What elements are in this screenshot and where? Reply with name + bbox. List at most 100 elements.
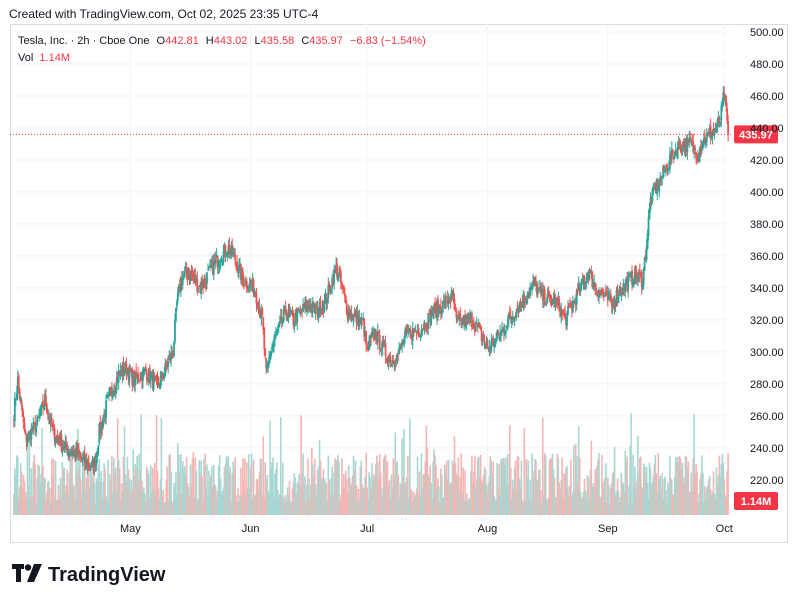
candle-body	[118, 371, 121, 374]
candle-body	[417, 328, 420, 336]
volume-bar	[510, 498, 513, 515]
candle-body	[380, 349, 383, 350]
price-chart[interactable]: 435.971.14M 500.00480.00460.00440.00420.…	[10, 24, 788, 543]
candle-body	[711, 130, 714, 137]
candle-body	[322, 306, 325, 313]
candle-body	[206, 272, 208, 284]
volume-bar	[459, 476, 462, 515]
candle-body	[214, 258, 217, 265]
volume-bar	[230, 501, 233, 515]
candle-body	[491, 338, 494, 343]
volume-bar	[77, 428, 79, 515]
candle-body	[665, 165, 667, 169]
last-price-badge	[734, 125, 778, 144]
candle-body	[465, 315, 468, 329]
volume-bar	[623, 491, 626, 515]
candle-body	[540, 288, 543, 294]
volume-bar	[305, 500, 307, 515]
volume-bar	[92, 465, 95, 515]
volume-bar	[248, 488, 251, 515]
volume-bar	[240, 467, 242, 515]
candle-body	[676, 146, 679, 159]
volume-bar	[723, 479, 726, 515]
volume-bar	[716, 485, 719, 515]
candle-body	[585, 276, 588, 283]
candle-body	[411, 328, 414, 342]
volume-bar	[74, 500, 76, 515]
volume-bar	[564, 474, 566, 515]
candle-body	[454, 308, 457, 311]
volume-bar	[32, 462, 35, 515]
candle-body	[714, 127, 717, 131]
candle-body	[488, 346, 491, 351]
volume-bar	[605, 463, 607, 515]
volume-bar	[393, 477, 396, 515]
volume-bar	[504, 463, 506, 515]
volume-bar	[362, 488, 365, 515]
symbol-title[interactable]: Tesla, Inc. · 2h · Cboe One	[18, 35, 150, 47]
candle-body	[36, 417, 39, 426]
volume-bar	[252, 460, 255, 515]
candle-body	[509, 316, 512, 320]
candle-body	[607, 295, 610, 299]
volume-bar	[325, 483, 328, 515]
volume-bar	[496, 463, 498, 515]
tradingview-logo[interactable]: TradingView	[12, 562, 165, 588]
candle-body	[119, 369, 122, 376]
volume-bar	[114, 473, 116, 515]
volume-bar	[430, 482, 432, 515]
volume-bar	[300, 415, 302, 515]
candle-body	[444, 297, 447, 309]
volume-bar	[60, 498, 63, 515]
candle-body	[484, 344, 487, 347]
candle-body	[688, 137, 691, 142]
volume-bar	[478, 476, 481, 515]
volume-bar	[461, 493, 464, 515]
candle-body	[375, 339, 378, 343]
candle-body	[489, 347, 492, 350]
volume-bar	[520, 460, 523, 515]
volume-bar	[224, 464, 227, 515]
volume-bar	[509, 468, 512, 515]
candle-body	[146, 379, 149, 381]
volume-bar	[692, 458, 694, 515]
candle-body	[692, 141, 695, 152]
candle-body	[428, 310, 431, 312]
candle-body	[229, 252, 232, 255]
candle-body	[90, 462, 93, 467]
candle-body	[415, 332, 418, 333]
volume-bar	[115, 489, 118, 515]
candle-body	[448, 301, 451, 303]
volume-bar	[682, 484, 685, 515]
volume-bar	[356, 501, 359, 515]
candle-body	[232, 253, 235, 255]
volume-bar	[514, 460, 517, 515]
candle-body	[716, 119, 719, 127]
candle-body	[285, 312, 288, 320]
volume-bar	[606, 502, 608, 515]
volume-bar	[263, 498, 266, 515]
candle-body	[539, 286, 542, 294]
volume-bar	[398, 497, 400, 515]
candle-body	[356, 312, 359, 323]
candle-body	[248, 282, 251, 286]
candle-body	[673, 152, 676, 159]
candle-body	[630, 271, 632, 278]
candle-body	[343, 293, 346, 297]
volume-bar	[416, 456, 419, 515]
volume-bar	[695, 463, 697, 515]
candle-body	[185, 269, 188, 275]
volume-bar	[427, 474, 430, 515]
candle-body	[510, 318, 513, 321]
candle-body	[250, 286, 253, 288]
volume-bar	[508, 425, 511, 515]
volume-bar	[314, 484, 317, 515]
volume-bar	[81, 461, 84, 515]
volume-bar	[530, 501, 532, 515]
volume-bar	[379, 471, 382, 515]
candle-body	[100, 423, 103, 434]
volume-bar	[518, 478, 521, 515]
candle-body	[53, 428, 56, 442]
volume-bar	[609, 487, 612, 515]
candle-body	[130, 369, 133, 371]
